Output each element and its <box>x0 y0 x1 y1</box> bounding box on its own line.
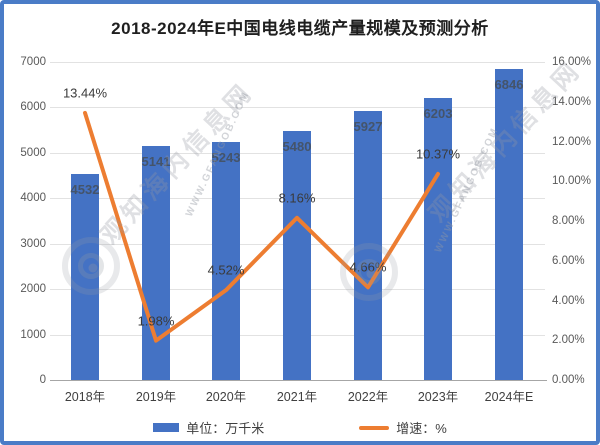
bar-value-label: 6203 <box>423 106 453 122</box>
x-axis-category-label: 2022年 <box>347 390 389 404</box>
y-axis-right-tick: 8.00% <box>552 215 585 227</box>
x-axis-category-label: 2018年 <box>64 390 106 404</box>
line-value-label: 4.52% <box>207 262 245 278</box>
bar-value-label: 5141 <box>141 154 171 170</box>
bar <box>495 68 523 380</box>
bar-value-label: 4532 <box>70 182 100 198</box>
line-swatch-icon <box>359 425 390 430</box>
line-value-label: 10.37% <box>415 146 461 162</box>
y-axis-right-tick: 14.00% <box>552 95 592 108</box>
legend-label: 增速：% <box>396 421 447 436</box>
x-axis-category-label: 2019年 <box>135 390 177 404</box>
plot-area: 0 1000 2000 3000 4000 5000 6000 7000 0.00% 2.00% 4… <box>4 4 596 441</box>
bar-swatch-icon <box>153 423 180 432</box>
bar-value-label: 6846 <box>494 76 524 92</box>
legend-item-growth: 增速：% <box>359 418 447 437</box>
y-axis-right-tick: 6.00% <box>552 254 585 267</box>
chart-legend: 单位：万千米 增速：% <box>4 418 596 437</box>
x-axis-line <box>50 380 547 381</box>
chart-title: 2018-2024年E中国电线电缆产量规模及预测分析 <box>111 19 489 38</box>
y-axis-right-tick: 16.00% <box>552 56 592 68</box>
y-axis-right-tick: 4.00% <box>552 294 585 307</box>
x-axis-category-label: 2024年E <box>484 390 534 404</box>
x-axis-category-label: 2020年 <box>205 390 247 404</box>
bar-value-label: 5480 <box>282 139 312 155</box>
y-axis-left-tick: 7000 <box>20 56 46 68</box>
x-axis-category-label: 2023年 <box>417 390 459 404</box>
y-axis-left-tick: 2000 <box>20 283 46 296</box>
line-value-label: 13.44% <box>62 85 108 101</box>
y-axis-left-tick: 3000 <box>20 237 46 250</box>
gridline <box>50 107 545 109</box>
bar <box>142 146 170 380</box>
y-axis-left-tick: 1000 <box>20 328 46 341</box>
y-axis-left-tick: 6000 <box>20 101 46 114</box>
line-value-label: 4.66% <box>349 259 387 275</box>
y-axis-left-tick: 5000 <box>20 146 46 159</box>
line-value-label: 1.98% <box>137 313 175 329</box>
x-axis-category-label: 2021年 <box>276 390 318 404</box>
bar-value-label: 5927 <box>353 118 383 134</box>
legend-label: 单位：万千米 <box>186 421 265 436</box>
y-axis-right-tick: 12.00% <box>552 135 592 148</box>
bar <box>424 98 452 380</box>
bar-value-label: 5243 <box>211 149 241 165</box>
bar <box>212 141 240 380</box>
y-axis-right-tick: 10.00% <box>552 175 592 188</box>
y-axis-left-tick: 4000 <box>20 192 46 205</box>
line-value-label: 8.16% <box>278 190 316 206</box>
y-axis-right-tick: 0.00% <box>552 374 585 386</box>
bar <box>71 174 99 380</box>
y-axis-left-tick: 0 <box>39 374 46 386</box>
bar <box>283 131 311 380</box>
gridline <box>50 62 545 63</box>
growth-line <box>83 110 440 343</box>
bar <box>354 110 382 380</box>
y-axis-right-tick: 2.00% <box>552 334 585 347</box>
legend-item-production: 单位：万千米 <box>153 418 264 437</box>
